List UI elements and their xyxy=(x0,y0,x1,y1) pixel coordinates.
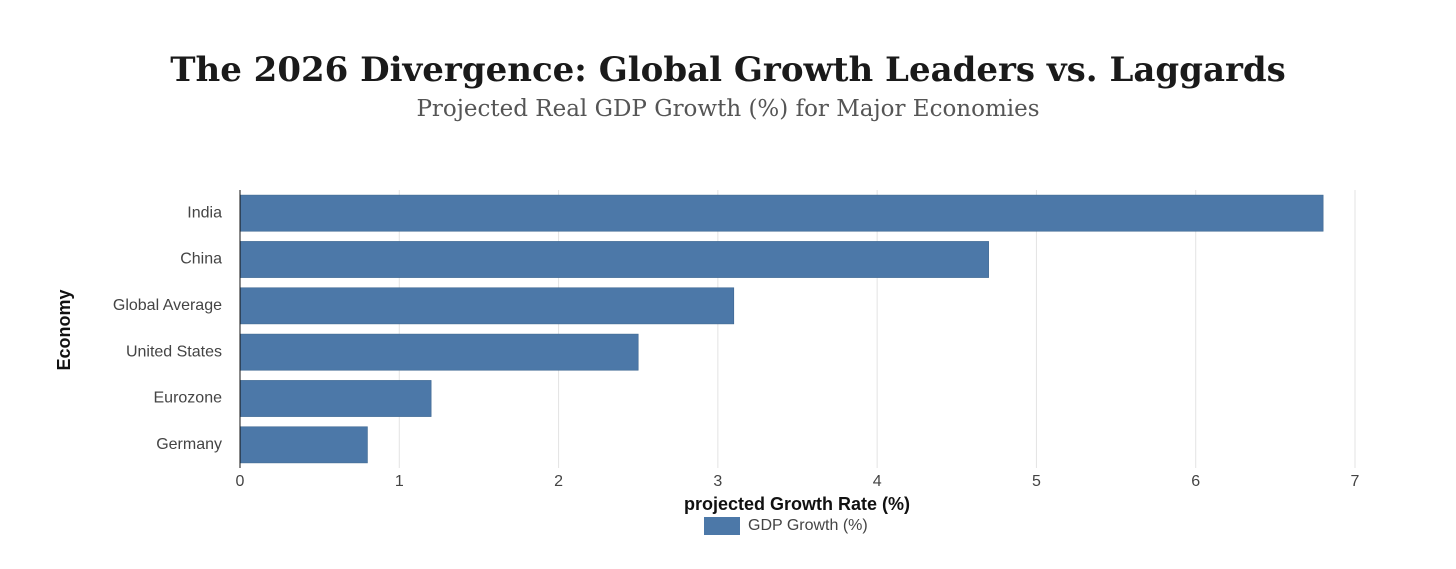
y-axis-title: Economy xyxy=(54,289,74,370)
x-tick-label: 0 xyxy=(236,473,245,490)
x-tick-label: 4 xyxy=(873,473,882,490)
x-axis-title: projected Growth Rate (%) xyxy=(684,494,910,514)
chart-title: The 2026 Divergence: Global Growth Leade… xyxy=(170,50,1286,90)
bar xyxy=(239,241,989,278)
bar xyxy=(239,333,639,371)
x-tick-label: 5 xyxy=(1032,473,1041,490)
chart-subtitle: Projected Real GDP Growth (%) for Major … xyxy=(416,96,1039,122)
bar xyxy=(239,287,735,325)
legend-label: GDP Growth (%) xyxy=(748,517,868,534)
legend-swatch xyxy=(704,517,740,535)
x-tick-label: 3 xyxy=(713,473,722,490)
x-tick-label: 7 xyxy=(1351,473,1360,490)
bar xyxy=(239,380,432,417)
x-tick-label: 2 xyxy=(554,473,563,490)
x-tick-label: 1 xyxy=(395,473,404,490)
y-tick-label: Eurozone xyxy=(154,390,223,407)
x-tick-label: 6 xyxy=(1191,473,1200,490)
y-tick-label: Global Average xyxy=(113,297,222,314)
y-tick-label: Germany xyxy=(156,436,222,453)
y-tick-label: China xyxy=(180,251,222,268)
bar xyxy=(239,194,1324,232)
bar xyxy=(239,426,368,464)
y-tick-label: United States xyxy=(126,343,222,360)
y-tick-label: India xyxy=(187,204,222,221)
